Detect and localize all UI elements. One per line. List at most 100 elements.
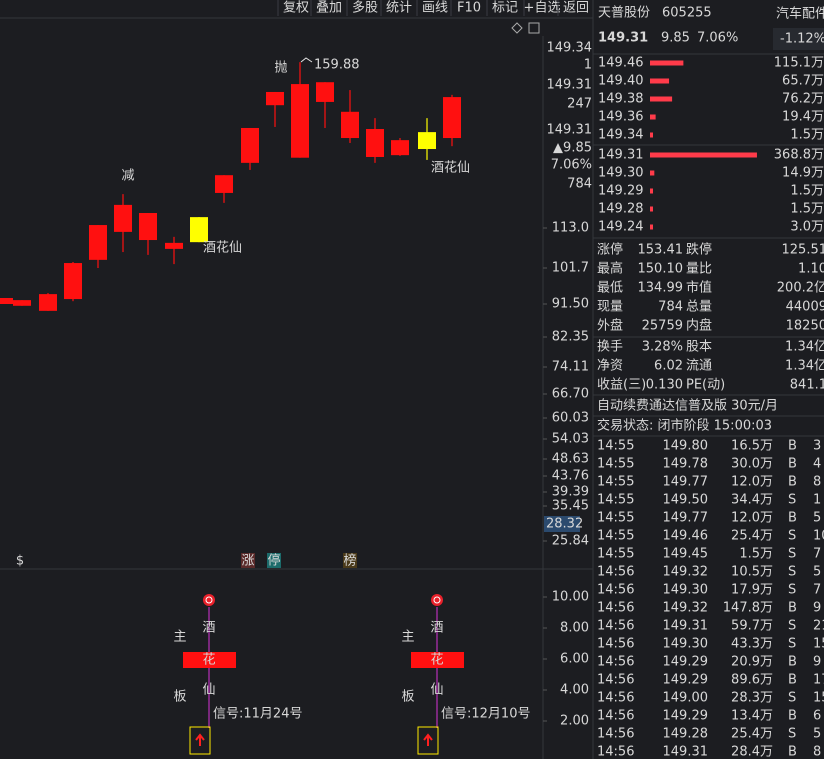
signal-bar [411, 652, 464, 668]
candle-body [366, 129, 384, 157]
trade-side: S [788, 565, 796, 580]
signal-label: 酒 [430, 621, 443, 636]
trade-time: 14:56 [597, 583, 634, 598]
toolbar-button[interactable]: 标记 [492, 1, 518, 16]
trade-side: S [788, 691, 796, 706]
trade-count: 7 [813, 583, 821, 598]
toolbar-button[interactable]: 多股 [352, 0, 378, 16]
trade-time: 14:56 [597, 727, 634, 742]
trade-side: B [788, 601, 797, 616]
trade-time: 14:56 [597, 691, 634, 706]
trade-volume: 147.8万 [723, 601, 773, 616]
trade-count: 10 [813, 529, 824, 544]
trade-side: S [788, 547, 796, 562]
y-tick-label: 35.45 [552, 499, 589, 514]
trade-price: 149.77 [663, 475, 709, 490]
trade-time: 14:55 [597, 439, 634, 454]
trade-price: 149.00 [663, 691, 709, 706]
trade-price: 149.29 [663, 655, 709, 670]
trade-count: 5 [813, 511, 821, 526]
toolbar-button[interactable]: 复权 [283, 0, 309, 16]
trade-side: B [788, 475, 797, 490]
candle-body [341, 111, 359, 139]
diamond-icon[interactable] [511, 22, 523, 34]
signal-date: 信号:11月24号 [213, 707, 302, 722]
signal-box [417, 726, 439, 755]
book-volume: 1.5万 [790, 202, 824, 217]
stat-label: 涨停 [597, 242, 623, 258]
stat-label: 市值 [686, 280, 712, 296]
trade-price: 149.32 [663, 565, 709, 580]
trade-time: 14:56 [597, 673, 634, 688]
candle-body [165, 242, 183, 249]
signal-badge [431, 594, 443, 606]
trade-price: 149.77 [663, 511, 709, 526]
axis-quote-label: 149.31 [547, 78, 593, 93]
signal-label: 板 [173, 690, 186, 705]
stat-label: 外盘 [597, 318, 623, 334]
trade-volume: 13.4万 [731, 709, 773, 724]
trade-time: 14:56 [597, 565, 634, 580]
y-tick-label: 8.00 [560, 621, 589, 636]
sector-name: 汽车配件 [776, 6, 824, 22]
toolbar-button[interactable]: 画线 [422, 1, 448, 16]
book-volume: 3.0万 [790, 220, 824, 235]
stat-value: 150.10 [638, 262, 684, 277]
book-volume: 76.2万 [782, 92, 824, 107]
trade-side: S [788, 727, 796, 742]
trade-count: 9 [813, 655, 821, 670]
window-icon[interactable] [528, 22, 540, 34]
trade-side: B [788, 457, 797, 472]
trade-side: S [788, 583, 796, 598]
signal-label: 花 [202, 652, 215, 668]
trade-time: 14:55 [597, 529, 634, 544]
trade-side: B [788, 511, 797, 526]
trade-volume: 17.9万 [731, 583, 773, 598]
trade-count: 4 [813, 457, 821, 472]
book-volume: 368.8万 [774, 148, 824, 163]
candle-body [114, 204, 132, 232]
volume-bar [650, 170, 655, 176]
annotation: 159.88 [314, 58, 360, 73]
signal-badge-inner [433, 596, 441, 604]
book-price: 149.28 [598, 202, 644, 217]
trade-volume: 16.5万 [731, 439, 773, 454]
stat-label: 换手 [597, 340, 623, 355]
trade-price: 149.30 [663, 637, 709, 652]
stat-value: 6.02 [654, 359, 683, 374]
stat-value: 784 [658, 300, 683, 315]
trade-side: B [788, 745, 797, 759]
y-tick-label: 101.7 [552, 261, 589, 276]
trade-price: 149.28 [663, 727, 709, 742]
candle-body [266, 91, 284, 106]
candle-body [316, 82, 334, 102]
toolbar-button[interactable]: F10 [457, 1, 481, 16]
trade-price: 149.29 [663, 673, 709, 688]
book-price: 149.40 [598, 74, 644, 89]
book-volume: 115.1万 [774, 56, 824, 71]
toolbar-button[interactable]: 叠加 [316, 1, 342, 16]
trade-count: 6 [813, 709, 821, 724]
annotation: 抛 [274, 61, 287, 76]
toolbar-button[interactable]: +自选 [524, 1, 561, 16]
event-marker: 涨 [241, 554, 254, 569]
axis-quote-label: 149.31 [547, 123, 593, 138]
toolbar-button[interactable]: 返回 [563, 1, 589, 16]
annotation: 酒花仙 [431, 160, 470, 176]
book-price: 149.30 [598, 166, 644, 181]
signal-badge [203, 594, 215, 606]
book-volume: 65.7万 [782, 74, 824, 89]
axis-quote-label: 149.34 [547, 41, 593, 56]
trade-time: 14:55 [597, 547, 634, 562]
sector-change-box [773, 28, 824, 50]
y-tick-label: 66.70 [552, 387, 589, 402]
stat-label: 最高 [597, 261, 623, 277]
stat-label: PE(动) [686, 378, 725, 393]
toolbar-button[interactable]: 统计 [386, 1, 412, 16]
axis-quote-label: 7.06% [551, 158, 592, 173]
annotation: 酒花仙 [203, 240, 242, 256]
y-tick-label: 60.03 [552, 411, 589, 426]
promo[interactable]: 自动续费通达信普及版 30元/月 [597, 399, 778, 414]
trade-time: 14:56 [597, 709, 634, 724]
